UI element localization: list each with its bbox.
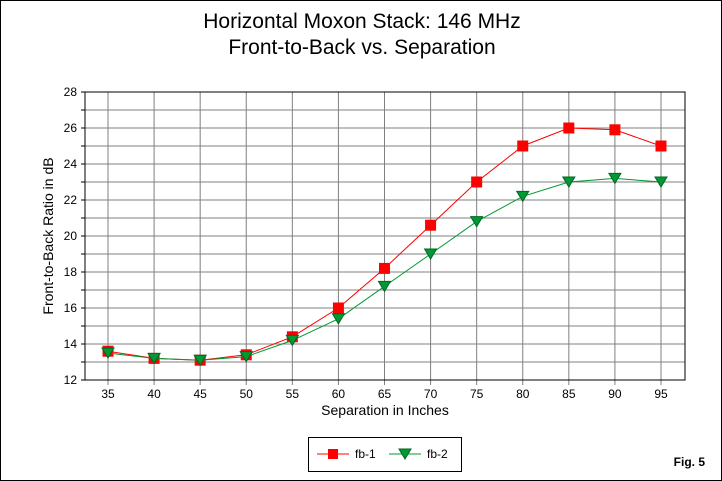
y-axis-label: Front-to-Back Ratio in dB xyxy=(40,157,56,314)
x-tick-label: 85 xyxy=(562,387,576,401)
data-point-fb-2 xyxy=(239,351,254,363)
legend-label-fb-2: fb-2 xyxy=(427,447,448,461)
data-point-fb-1 xyxy=(563,122,575,134)
data-point-fb-1 xyxy=(517,140,529,152)
x-tick-label: 75 xyxy=(470,387,484,401)
data-point-fb-2 xyxy=(377,280,392,293)
x-axis-label: Separation in Inches xyxy=(321,402,449,418)
legend-marker-fb-1 xyxy=(317,449,349,459)
x-tick-label: 80 xyxy=(516,387,530,401)
data-point-fb-2 xyxy=(561,176,576,188)
data-point-fb-2 xyxy=(285,334,300,347)
data-point-fb-1 xyxy=(332,302,344,314)
x-tick-label: 50 xyxy=(240,387,254,401)
data-point-fb-2 xyxy=(101,347,115,359)
y-tick-label: 24 xyxy=(64,157,78,171)
y-tick-label: 20 xyxy=(64,229,78,243)
data-point-fb-2 xyxy=(331,313,346,325)
data-point-fb-1 xyxy=(425,219,437,231)
y-tick-label: 14 xyxy=(64,337,78,351)
chart-title: Horizontal Moxon Stack: 146 MHz xyxy=(203,10,521,33)
y-tick-label: 28 xyxy=(64,85,78,99)
data-point-fb-2 xyxy=(654,176,668,188)
data-point-fb-2 xyxy=(469,216,484,228)
y-tick-label: 18 xyxy=(64,265,78,279)
y-tick-label: 16 xyxy=(64,301,78,315)
x-tick-label: 35 xyxy=(101,387,115,401)
data-point-fb-2 xyxy=(147,352,161,365)
figure-label: Fig. 5 xyxy=(673,455,705,469)
data-point-fb-2 xyxy=(608,172,622,185)
chart-subtitle: Front-to-Back vs. Separation xyxy=(228,36,496,59)
data-point-fb-1 xyxy=(655,140,667,152)
x-tick-label: 90 xyxy=(608,387,622,401)
legend: fb-1 fb-2 xyxy=(308,437,462,472)
legend-marker-fb-2 xyxy=(389,448,421,460)
x-tick-label: 40 xyxy=(147,387,161,401)
legend-label-fb-1: fb-1 xyxy=(355,447,376,461)
x-tick-label: 60 xyxy=(332,387,346,401)
data-point-fb-1 xyxy=(379,262,390,274)
data-point-fb-1 xyxy=(471,176,483,188)
y-tick-label: 12 xyxy=(64,373,78,387)
y-tick-label: 26 xyxy=(64,121,78,135)
data-point-fb-2 xyxy=(423,248,438,260)
data-point-fb-2 xyxy=(515,190,530,203)
y-tick-label: 22 xyxy=(64,193,78,207)
x-tick-label: 55 xyxy=(286,387,300,401)
x-tick-label: 95 xyxy=(654,387,668,401)
data-point-fb-2 xyxy=(193,354,208,367)
x-tick-label: 45 xyxy=(193,387,207,401)
data-point-fb-1 xyxy=(609,124,621,136)
x-tick-label: 70 xyxy=(424,387,438,401)
x-tick-label: 65 xyxy=(378,387,392,401)
